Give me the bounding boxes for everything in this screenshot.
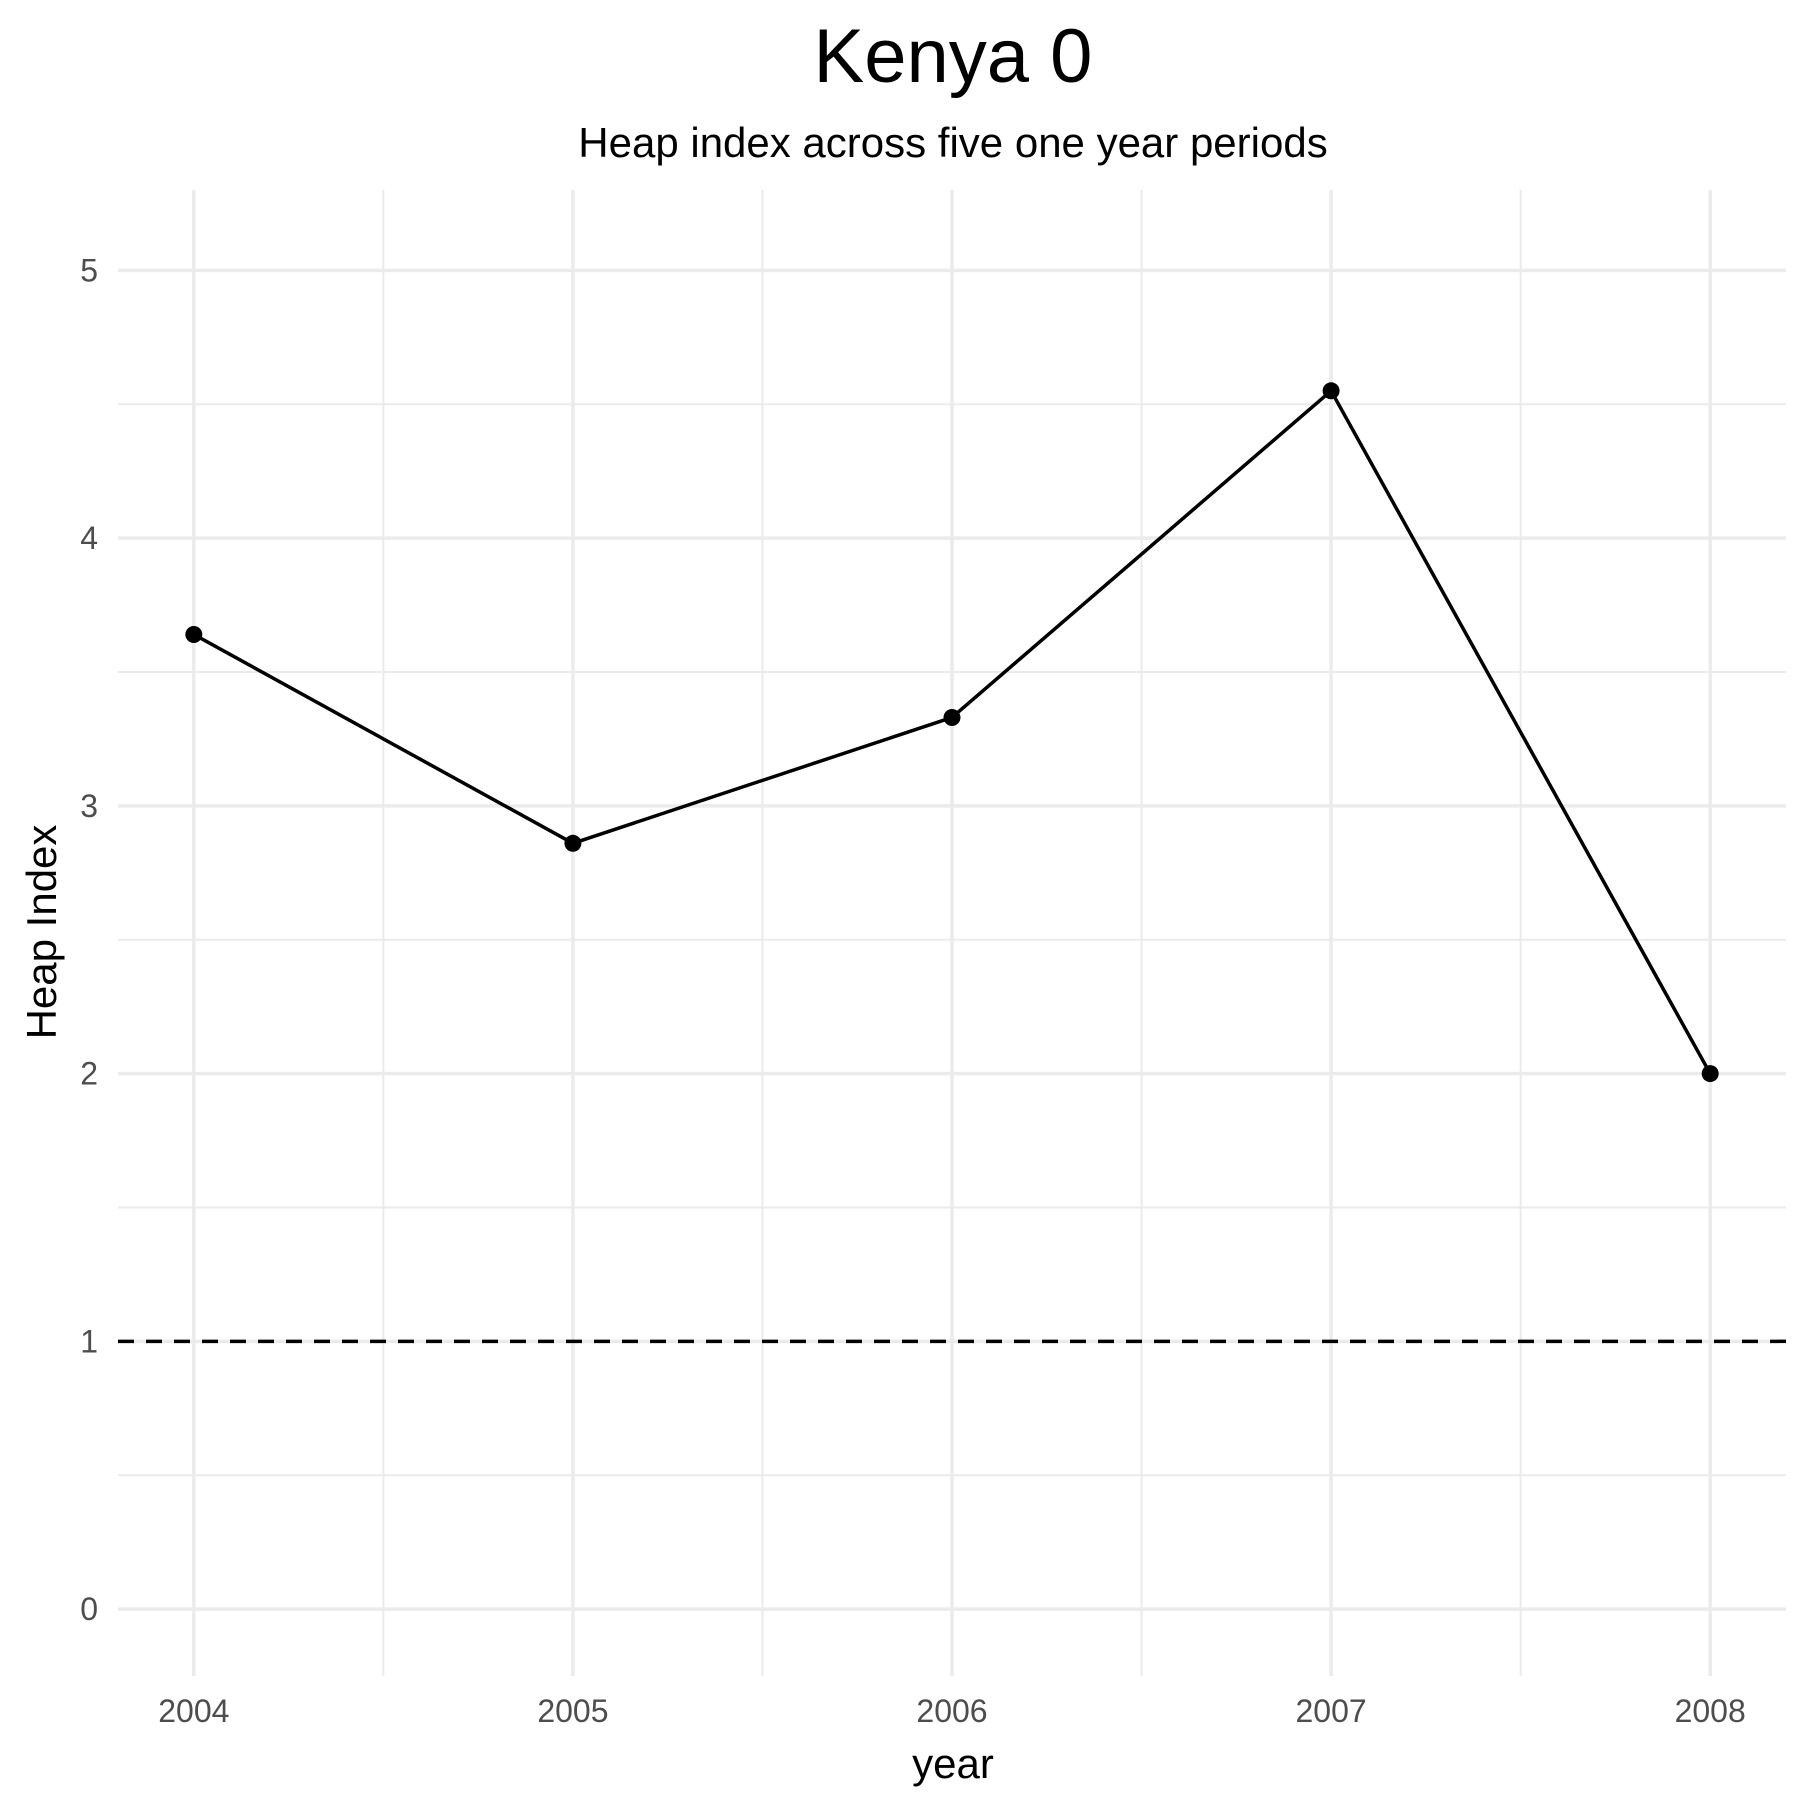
x-tick-label: 2006 [916,1693,987,1729]
y-axis-title: Heap Index [18,825,65,1040]
x-tick-label: 2008 [1675,1693,1746,1729]
series-layer [185,382,1719,1083]
data-point [1701,1065,1719,1083]
x-tick-label: 2007 [1295,1693,1366,1729]
data-point [943,708,961,726]
x-tick-label: 2005 [537,1693,608,1729]
y-tick-label: 1 [80,1323,98,1359]
data-point [564,834,582,852]
y-tick-label: 5 [80,252,98,288]
chart-subtitle: Heap index across five one year periods [578,119,1327,166]
data-point [185,625,203,643]
x-tick-label: 2004 [158,1693,229,1729]
data-point [1322,382,1340,400]
y-tick-label: 4 [80,520,98,556]
y-tick-label: 2 [80,1056,98,1092]
major-gridlines [118,190,1786,1676]
y-tick-label: 0 [80,1591,98,1627]
y-tick-label: 3 [80,788,98,824]
x-axis-title: year [912,1740,994,1787]
y-tick-labels: 0 1 2 3 4 5 [80,252,98,1627]
chart-title: Kenya 0 [814,14,1093,99]
x-tick-labels: 2004 2005 2006 2007 2008 [158,1693,1746,1729]
